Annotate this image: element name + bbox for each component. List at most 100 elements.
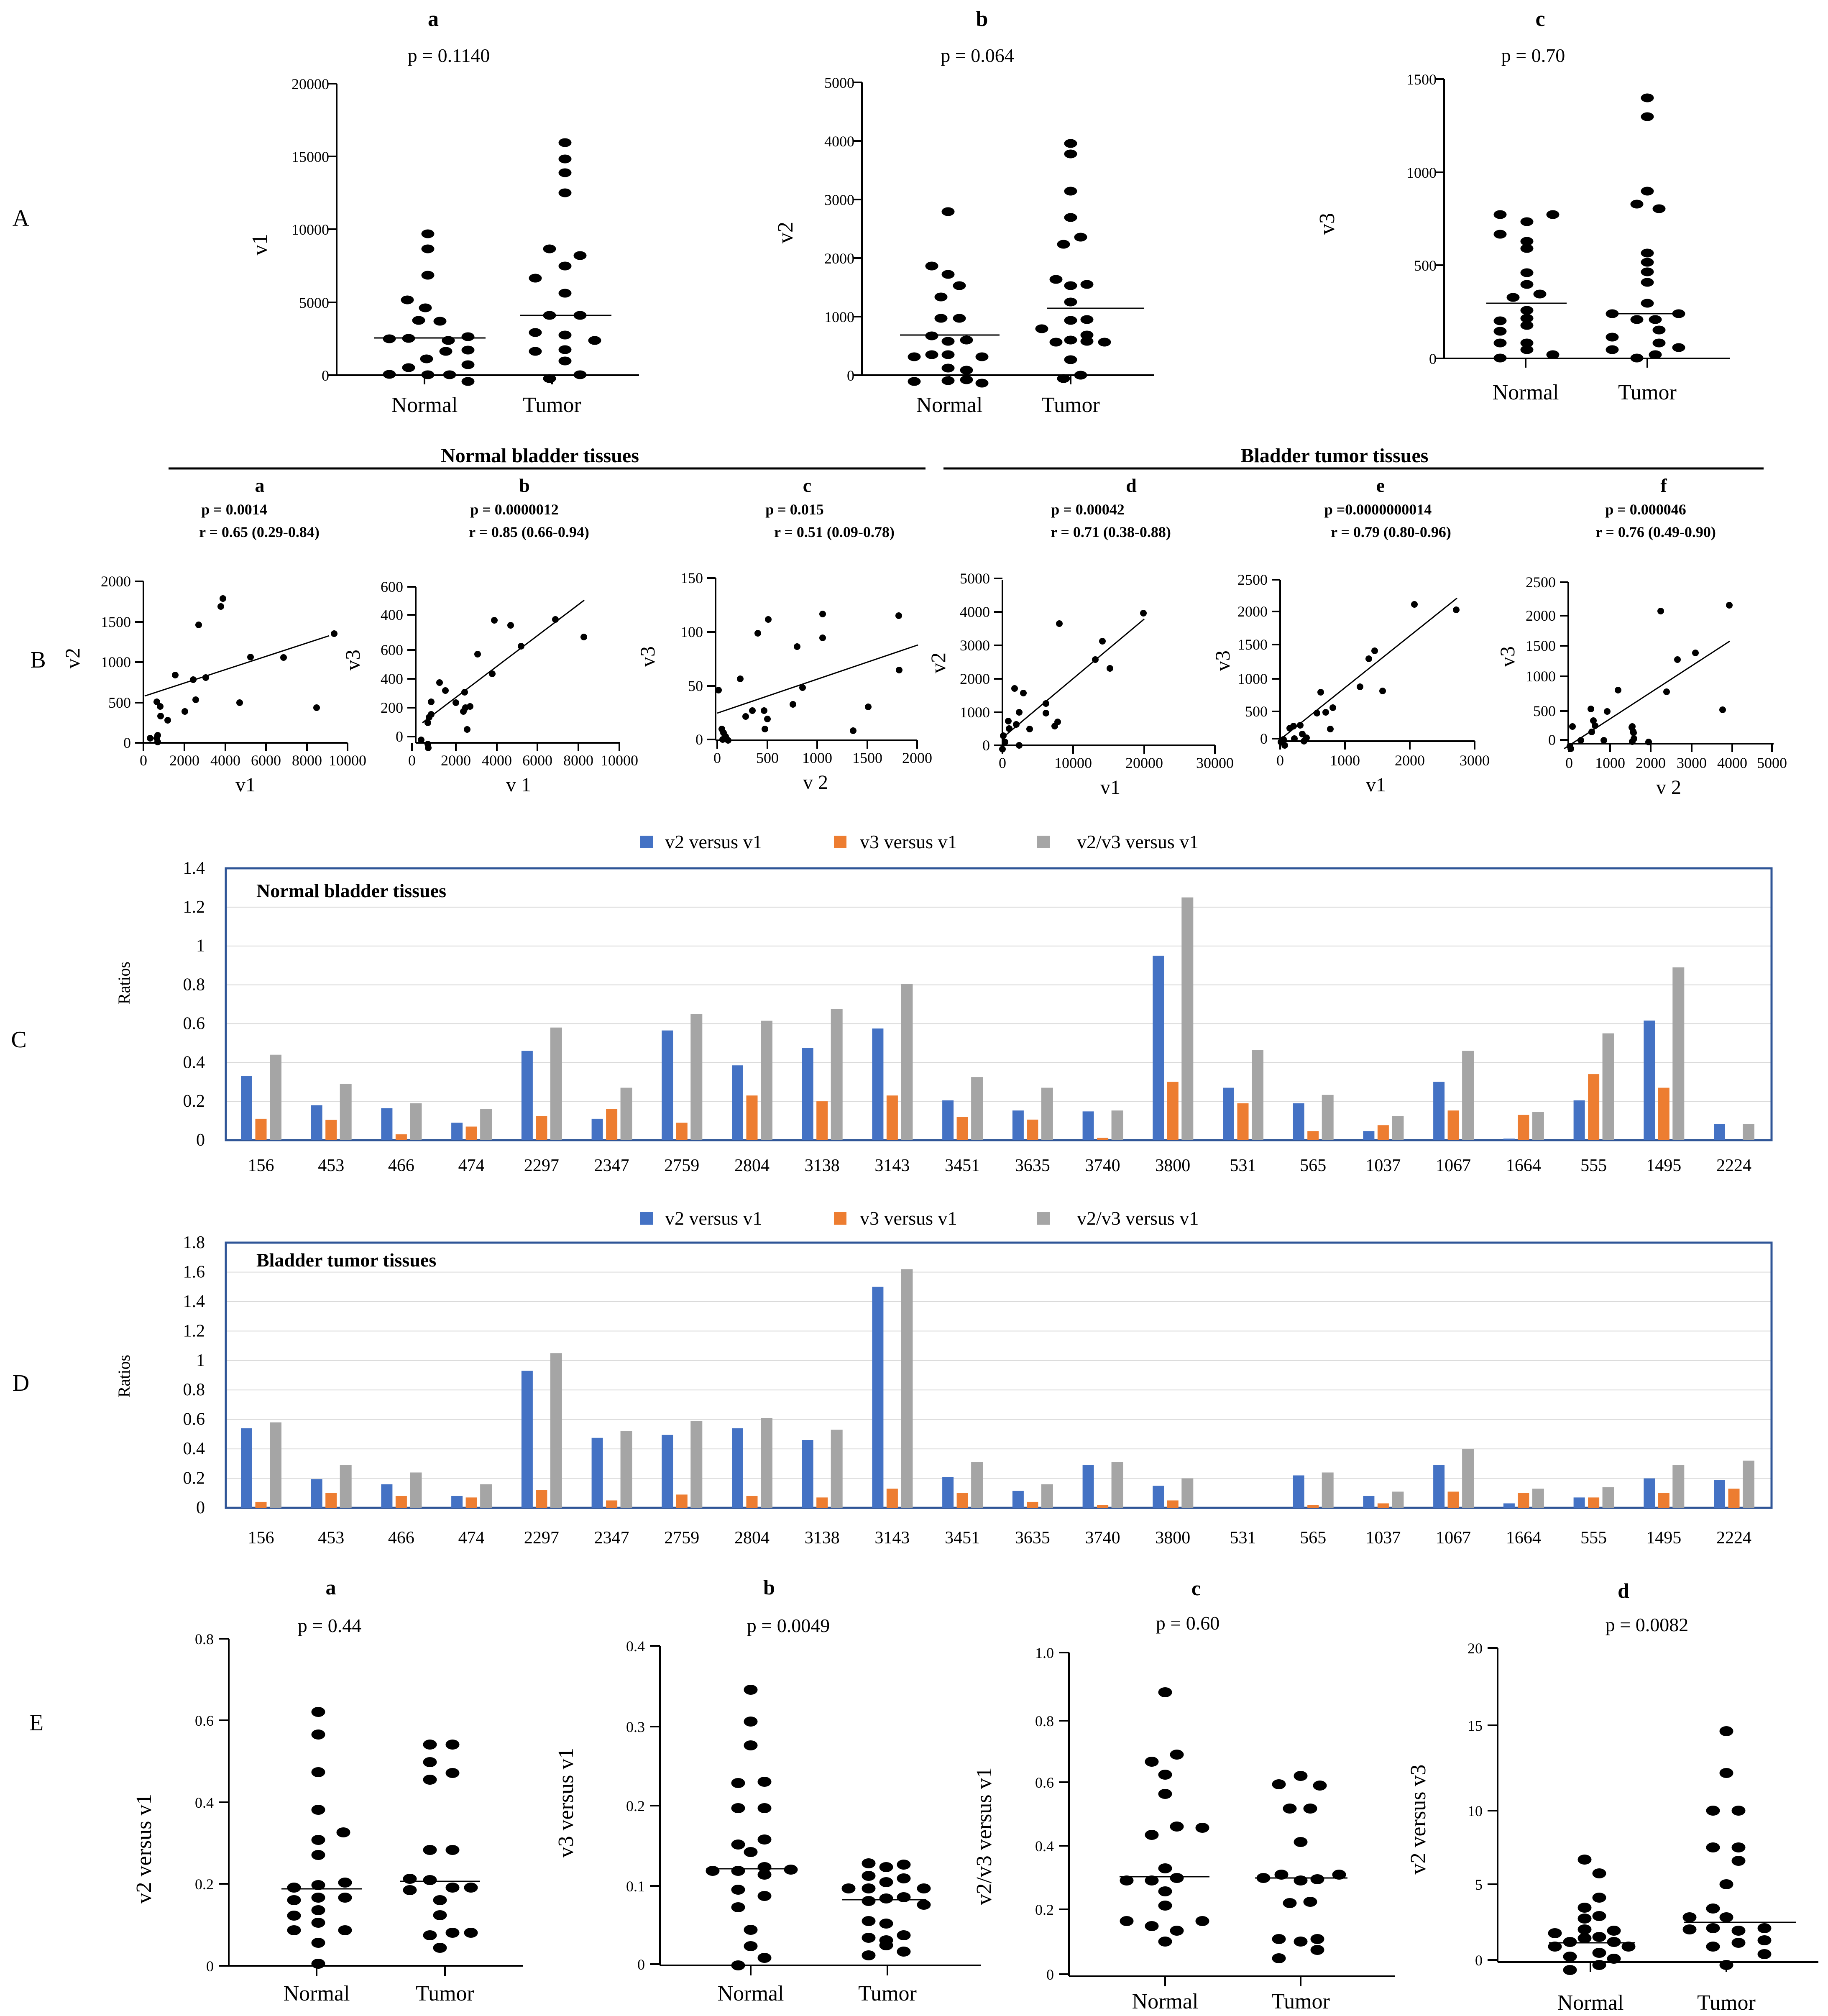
svg-text:0.4: 0.4	[183, 1053, 205, 1072]
svg-text:500: 500	[1533, 703, 1556, 719]
svg-text:5000: 5000	[1757, 755, 1787, 771]
svg-text:2000: 2000	[1526, 607, 1556, 624]
svg-text:10000: 10000	[291, 221, 329, 238]
svg-text:1: 1	[196, 1351, 205, 1370]
svg-text:2224: 2224	[1716, 1528, 1751, 1548]
svg-text:1000: 1000	[1595, 755, 1625, 771]
svg-text:3635: 3635	[1015, 1156, 1050, 1175]
svg-text:Normal: Normal	[1557, 1991, 1624, 2014]
svg-text:c: c	[1535, 7, 1545, 31]
svg-text:v 2: v 2	[1656, 776, 1681, 798]
svg-text:1500: 1500	[852, 750, 882, 766]
svg-text:555: 555	[1580, 1528, 1607, 1548]
svg-text:v 2: v 2	[803, 771, 828, 793]
svg-text:1.8: 1.8	[183, 1233, 205, 1252]
svg-text:0.6: 0.6	[183, 1014, 205, 1033]
svg-text:3138: 3138	[805, 1156, 840, 1175]
svg-text:1000: 1000	[960, 704, 990, 721]
svg-text:p = 0.70: p = 0.70	[1501, 45, 1565, 66]
svg-text:474: 474	[458, 1156, 485, 1175]
svg-text:10000: 10000	[329, 752, 366, 769]
svg-text:0.8: 0.8	[183, 975, 205, 995]
svg-text:0.2: 0.2	[626, 1798, 645, 1814]
svg-text:v1: v1	[235, 774, 256, 796]
svg-text:466: 466	[388, 1156, 414, 1175]
svg-text:a: a	[428, 7, 439, 31]
svg-text:565: 565	[1300, 1156, 1326, 1175]
svg-text:5: 5	[1475, 1876, 1483, 1893]
svg-text:v2 versus v1: v2 versus v1	[665, 1208, 762, 1229]
svg-text:8000: 8000	[563, 752, 593, 769]
svg-text:v2/v3 versus v1: v2/v3 versus v1	[1077, 831, 1199, 852]
svg-text:a: a	[255, 475, 265, 496]
svg-text:1000: 1000	[1406, 164, 1437, 181]
svg-text:0: 0	[396, 728, 403, 745]
svg-text:p = 0.000046: p = 0.000046	[1605, 501, 1686, 518]
svg-text:100: 100	[680, 624, 703, 640]
svg-text:5000: 5000	[960, 570, 990, 587]
svg-text:Tumor: Tumor	[1618, 381, 1677, 404]
svg-text:Normal bladder tissues: Normal bladder tissues	[441, 445, 639, 467]
svg-text:10000: 10000	[1054, 755, 1092, 771]
svg-text:p = 0.0000012: p = 0.0000012	[470, 501, 559, 518]
svg-text:1664: 1664	[1506, 1156, 1541, 1175]
svg-text:2000: 2000	[902, 750, 932, 766]
svg-text:0.8: 0.8	[183, 1380, 205, 1399]
svg-text:150: 150	[680, 570, 703, 586]
svg-text:p = 0.0082: p = 0.0082	[1606, 1614, 1688, 1635]
svg-text:531: 531	[1230, 1156, 1256, 1175]
svg-text:p = 0.00042: p = 0.00042	[1051, 501, 1125, 518]
svg-text:p = 0.064: p = 0.064	[941, 45, 1014, 66]
svg-text:2000: 2000	[1636, 755, 1666, 771]
svg-text:15000: 15000	[291, 148, 329, 165]
svg-text:500: 500	[1245, 703, 1268, 720]
svg-text:b: b	[976, 7, 988, 31]
svg-text:v3 versus v1: v3 versus v1	[860, 831, 957, 852]
svg-text:p = 0.1140: p = 0.1140	[408, 45, 490, 66]
svg-text:0: 0	[847, 367, 854, 384]
svg-text:p =0.0000000014: p =0.0000000014	[1324, 501, 1432, 518]
svg-text:1664: 1664	[1506, 1528, 1541, 1548]
svg-text:v2: v2	[926, 652, 950, 673]
svg-text:1500: 1500	[101, 614, 131, 630]
svg-text:1067: 1067	[1436, 1528, 1471, 1548]
svg-text:1500: 1500	[1237, 636, 1268, 653]
svg-text:v2/v3 versus v1: v2/v3 versus v1	[972, 1767, 996, 1905]
svg-text:b: b	[763, 1576, 775, 1599]
svg-text:v3 versus v1: v3 versus v1	[860, 1208, 957, 1229]
svg-text:400: 400	[381, 670, 403, 687]
svg-text:Bladder tumor tissues: Bladder tumor tissues	[256, 1249, 436, 1271]
svg-text:A: A	[13, 205, 30, 231]
svg-text:v2/v3 versus v1: v2/v3 versus v1	[1077, 1208, 1199, 1229]
svg-text:v1: v1	[1100, 776, 1120, 798]
svg-text:0.4: 0.4	[1035, 1838, 1054, 1855]
svg-text:5000: 5000	[299, 294, 329, 311]
svg-text:Tumor: Tumor	[1271, 1990, 1330, 2013]
svg-text:0: 0	[196, 1498, 205, 1517]
svg-text:v2: v2	[774, 222, 798, 243]
svg-text:0: 0	[408, 752, 416, 769]
svg-text:3740: 3740	[1085, 1156, 1120, 1175]
svg-text:2000: 2000	[1237, 603, 1268, 620]
svg-text:Ratios: Ratios	[115, 1355, 133, 1397]
svg-text:1000: 1000	[824, 309, 854, 325]
svg-text:Tumor: Tumor	[1041, 393, 1100, 417]
svg-text:1000: 1000	[1526, 668, 1556, 685]
svg-text:0: 0	[713, 750, 721, 766]
svg-text:C: C	[11, 1027, 26, 1053]
svg-text:2000: 2000	[1395, 752, 1425, 769]
svg-text:Bladder tumor tissues: Bladder tumor tissues	[1241, 445, 1429, 467]
svg-text:3635: 3635	[1015, 1528, 1050, 1548]
svg-text:c: c	[1191, 1576, 1201, 1600]
svg-text:3143: 3143	[874, 1528, 910, 1548]
svg-text:0: 0	[206, 1958, 214, 1975]
svg-text:0: 0	[1260, 730, 1268, 747]
svg-text:v3: v3	[1315, 213, 1339, 235]
svg-text:531: 531	[1230, 1528, 1256, 1548]
svg-text:0.3: 0.3	[626, 1719, 645, 1735]
svg-text:500: 500	[1414, 257, 1437, 274]
svg-text:1495: 1495	[1646, 1528, 1681, 1548]
svg-text:3000: 3000	[960, 637, 990, 654]
svg-text:1.2: 1.2	[183, 898, 205, 917]
svg-text:0: 0	[123, 734, 131, 751]
